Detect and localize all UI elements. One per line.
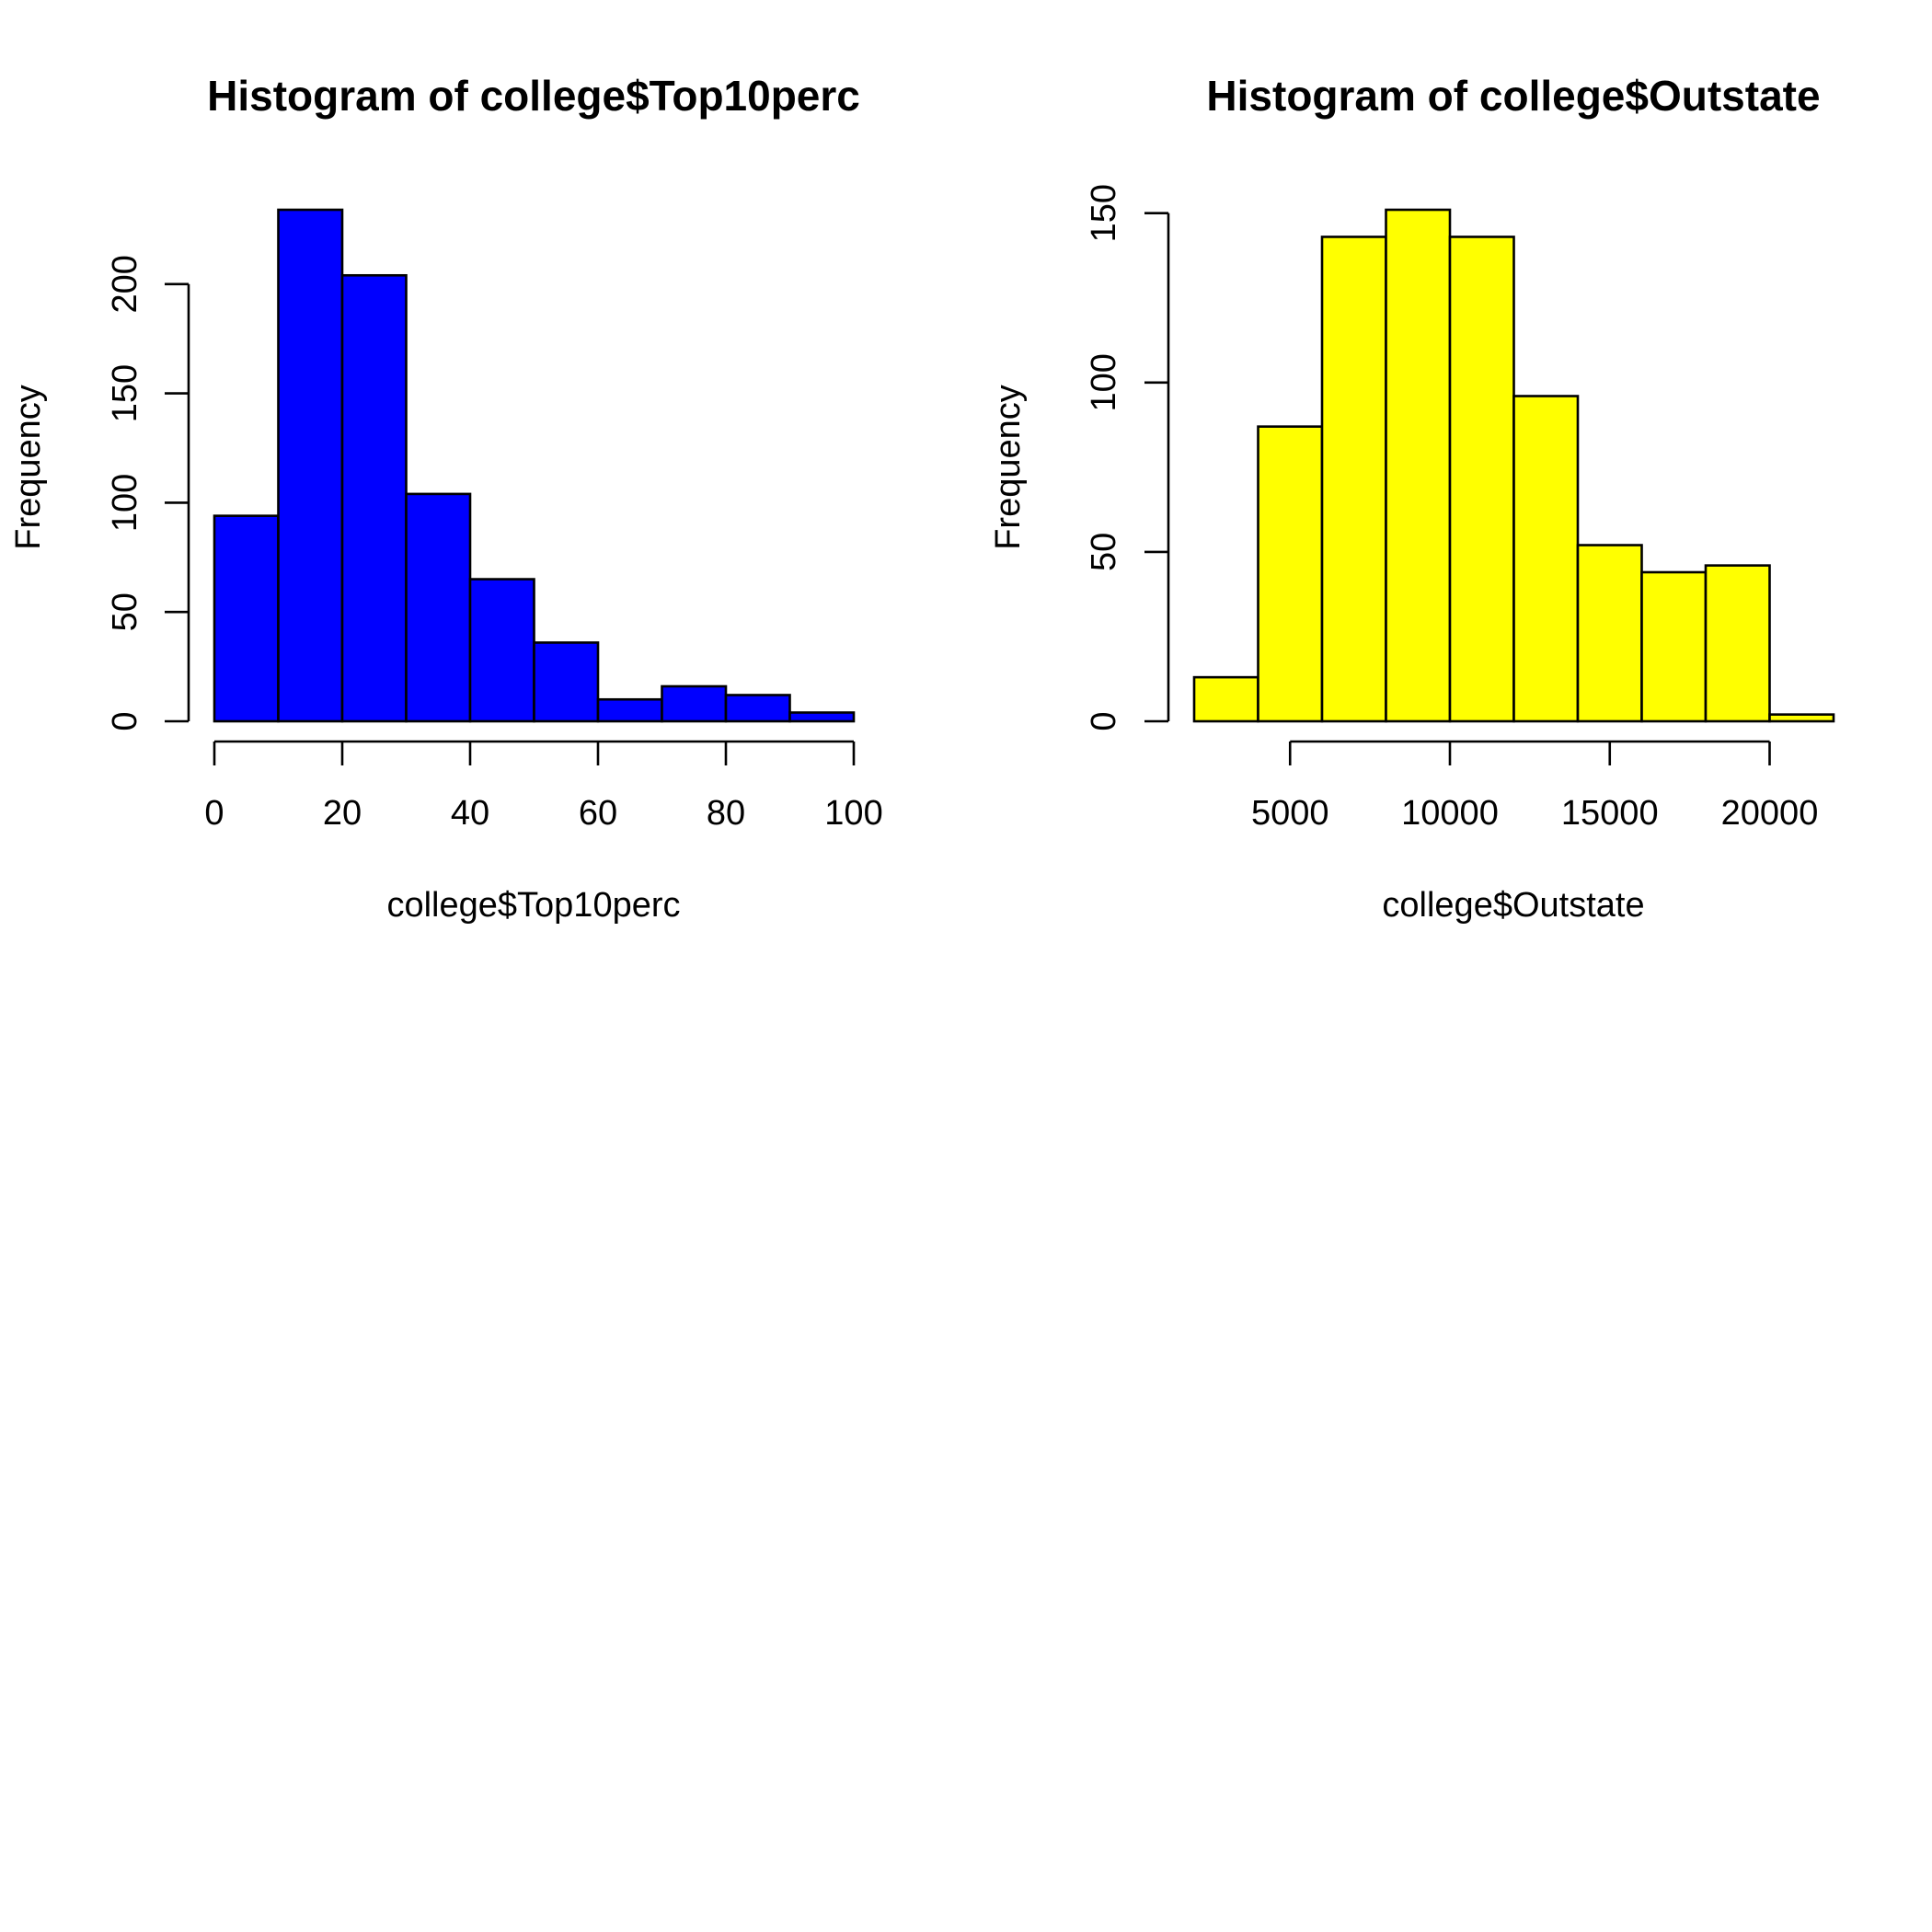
y-tick-label: 150: [106, 364, 144, 422]
x-axis-label: college$Outstate: [1382, 886, 1644, 925]
y-tick-label: 200: [106, 255, 144, 313]
histogram-bar: [340, 273, 408, 723]
x-tick-label: 15000: [1561, 794, 1659, 833]
histogram-bar: [533, 641, 600, 723]
chart-title: Histogram of college$Top10perc: [207, 72, 860, 120]
x-axis-label: college$Top10perc: [386, 886, 680, 925]
x-tick-label: 10000: [1401, 794, 1499, 833]
y-tick-label: 0: [1085, 711, 1123, 730]
y-tick-label: 150: [1085, 184, 1123, 242]
histogram-bar: [596, 697, 663, 723]
histogram-bar: [405, 492, 472, 723]
histogram-bar: [1704, 564, 1771, 723]
histogram-bar: [1768, 713, 1835, 723]
histogram-bar: [1448, 236, 1515, 723]
y-axis-label: Frequency: [9, 385, 48, 550]
x-tick-label: 40: [451, 794, 489, 833]
chart-title: Histogram of college$Outstate: [1206, 72, 1820, 120]
y-tick-label: 100: [106, 474, 144, 532]
x-tick-label: 20: [323, 794, 362, 833]
histogram-bar: [661, 684, 728, 723]
histogram-bar: [1385, 208, 1452, 723]
histogram-bar: [213, 514, 280, 723]
x-tick-label: 60: [579, 794, 617, 833]
histogram-bar: [1192, 675, 1259, 723]
histogram-panel-1: 0 50 100 150 200 0 20 40 60 80 100 Histogram of col…: [9, 72, 883, 925]
histogram-bar: [1576, 544, 1643, 723]
y-tick-label: 50: [106, 592, 144, 631]
histogram-panel-2: 0 50 100 150 5000 10000 15000 20000 Histogram of…: [989, 72, 1835, 925]
histogram-bar: [788, 711, 856, 723]
histogram-bar: [1640, 570, 1708, 723]
histogram-bar: [468, 578, 535, 723]
histogram-bar: [1512, 395, 1580, 723]
x-tick-label: 5000: [1251, 794, 1329, 833]
x-tick-label: 20000: [1721, 794, 1819, 833]
histogram-bar: [1257, 425, 1324, 723]
histogram-bar: [277, 208, 344, 723]
y-tick-label: 50: [1085, 533, 1123, 571]
y-tick-label: 0: [106, 711, 144, 730]
histogram-bar: [724, 694, 791, 723]
histogram-bar: [1320, 236, 1387, 723]
x-tick-label: 100: [824, 794, 882, 833]
y-tick-label: 100: [1085, 353, 1123, 411]
x-tick-label: 0: [204, 794, 224, 833]
y-axis-label: Frequency: [989, 385, 1028, 550]
x-tick-label: 80: [707, 794, 745, 833]
